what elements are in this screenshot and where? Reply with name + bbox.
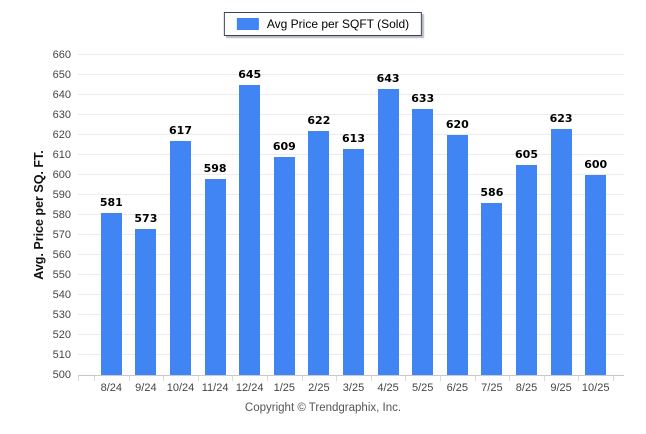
bar-value-label: 605	[515, 148, 538, 161]
bar-value-label: 623	[549, 112, 573, 125]
chart-bar[interactable]	[170, 141, 191, 375]
y-axis-tick-label: 580	[52, 209, 71, 221]
x-axis-tick	[301, 376, 303, 381]
y-axis-tick-label: 630	[52, 109, 71, 121]
legend-label: Avg Price per SQFT (Sold)	[266, 17, 410, 31]
gridline	[78, 74, 624, 75]
x-axis-tick	[128, 376, 130, 381]
x-axis-label: 1/25	[273, 382, 295, 394]
x-axis-label: 5/25	[411, 382, 434, 394]
chart-bar[interactable]	[516, 165, 537, 375]
chart-bar[interactable]	[550, 129, 572, 375]
x-axis-tick	[336, 376, 338, 381]
gridline	[78, 114, 624, 115]
gridline	[78, 94, 624, 95]
legend-swatch-icon	[236, 18, 259, 30]
x-axis-tick	[94, 376, 95, 381]
x-axis-label: 8/25	[515, 382, 538, 394]
bar-value-label: 643	[376, 72, 400, 85]
x-axis-label: 7/25	[481, 382, 503, 394]
x-axis-tick	[543, 376, 545, 381]
y-axis-tick-label: 600	[52, 169, 71, 181]
bar-value-label: 645	[238, 68, 262, 81]
x-axis-label: 10/24	[166, 382, 195, 394]
bar-value-label: 613	[342, 132, 365, 145]
plot-area: 500 510 520 530 540 550 560 570 580 590 600 610 620 6…	[53, 49, 624, 394]
chart-bar[interactable]	[135, 229, 157, 375]
y-axis-tick-label: 560	[52, 249, 71, 261]
chart-bar[interactable]	[412, 109, 434, 375]
y-axis-tick-label: 590	[52, 189, 71, 201]
x-axis-label: 9/25	[550, 382, 572, 394]
bar-value-label: 598	[203, 162, 227, 175]
x-axis-tick	[163, 376, 165, 381]
y-axis-tick-label: 640	[52, 89, 71, 101]
x-axis-tick	[405, 376, 407, 381]
gridline	[78, 54, 624, 55]
chart-bar[interactable]	[239, 85, 261, 375]
x-axis-tick	[474, 376, 476, 381]
chart-bar[interactable]	[100, 213, 122, 375]
chart-bar[interactable]	[585, 175, 607, 375]
bar-value-label: 620	[445, 118, 469, 131]
y-axis-tick-label: 540	[52, 289, 71, 301]
y-axis-tick-label: 570	[52, 229, 71, 241]
y-axis-tick-label: 610	[52, 149, 71, 161]
bar-value-label: 581	[99, 196, 123, 209]
x-axis-label: 4/25	[377, 382, 399, 394]
chart-bar[interactable]	[273, 157, 295, 375]
y-axis-tick-label: 520	[52, 329, 71, 341]
x-axis-label: 6/25	[446, 382, 468, 394]
y-axis-tick-label: 660	[52, 49, 71, 61]
x-axis-tick	[267, 376, 268, 381]
chart-bar[interactable]	[481, 203, 503, 375]
x-axis-label: 2/25	[308, 382, 330, 394]
x-axis-tick	[78, 376, 79, 381]
y-axis-tick-label: 650	[52, 69, 71, 81]
x-axis-tick	[509, 376, 511, 381]
x-axis-tick	[613, 376, 614, 381]
x-axis-label: 10/25	[581, 382, 610, 394]
x-axis-label: 8/24	[100, 382, 122, 394]
chart-bar[interactable]	[377, 89, 399, 375]
chart-bar[interactable]	[204, 179, 226, 375]
bar-value-label: 633	[411, 92, 435, 105]
chart-bar[interactable]	[308, 131, 330, 375]
x-axis-tick	[197, 376, 199, 381]
bar-value-label: 622	[307, 114, 331, 127]
bar-value-label: 609	[272, 140, 296, 153]
bar-value-label: 600	[584, 158, 608, 171]
y-axis-tick-label: 500	[52, 369, 71, 381]
x-axis-tick	[440, 376, 441, 381]
bar-value-label: 586	[480, 186, 504, 199]
copyright-text: Copyright © Trendgraphix, Inc.	[244, 402, 402, 414]
chart-bar[interactable]	[446, 135, 468, 375]
x-axis-label: 3/25	[342, 382, 365, 394]
bar-value-label: 617	[169, 124, 192, 137]
y-axis-tick-label: 530	[52, 309, 71, 321]
x-axis-label: 11/24	[201, 382, 229, 394]
x-axis-tick	[232, 376, 234, 381]
bar-value-label: 573	[134, 212, 158, 225]
y-axis-tick-label: 510	[52, 349, 71, 361]
chart-bar[interactable]	[343, 149, 364, 375]
x-axis-label: 9/24	[135, 382, 157, 394]
x-axis-label: 12/24	[235, 382, 264, 394]
legend: Avg Price per SQFT (Sold)	[223, 12, 423, 36]
gridline	[78, 134, 624, 135]
x-axis-tick	[370, 376, 372, 381]
y-axis-tick-label: 550	[52, 269, 71, 281]
x-axis-tick	[578, 376, 580, 381]
y-axis-tick-label: 620	[52, 129, 71, 141]
